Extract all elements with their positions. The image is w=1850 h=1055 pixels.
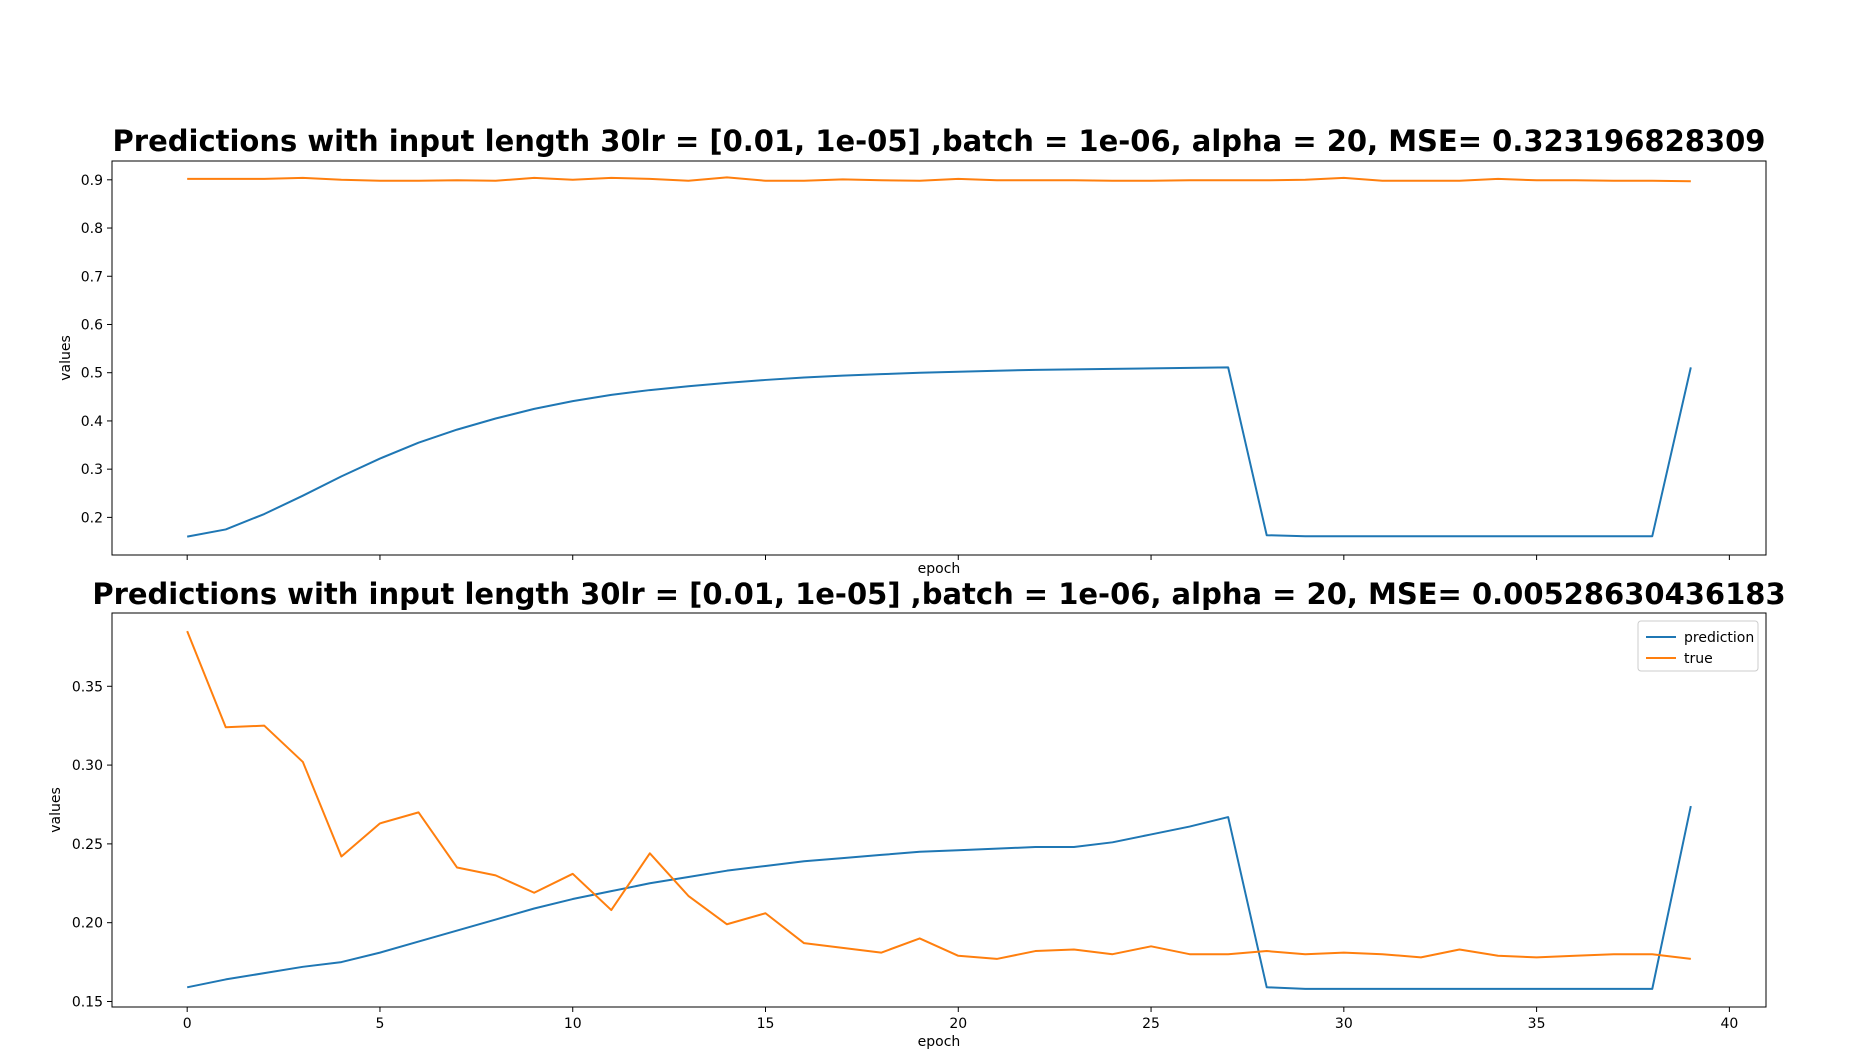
legend-entry: prediction: [1684, 630, 1754, 646]
x-tick-label: 0: [183, 1016, 192, 1032]
x-tick-label: 35: [1528, 1016, 1546, 1032]
x-tick-label: 10: [564, 1016, 582, 1032]
y-axis-label: values: [48, 787, 64, 833]
y-axis-label: values: [58, 335, 74, 381]
y-tick-label: 0.9: [81, 173, 103, 189]
x-tick-label: 40: [1720, 1016, 1738, 1032]
series-line-prediction: [186, 805, 1692, 990]
x-axis-label: epoch: [918, 561, 961, 577]
axes-frame: [111, 612, 1767, 1008]
y-tick-label: 0.3: [81, 462, 103, 478]
legend: prediction true: [1637, 620, 1759, 672]
y-tick-label: 0.6: [81, 317, 103, 333]
x-tick-label: 20: [949, 1016, 967, 1032]
series-line-series-1: [186, 366, 1692, 538]
series-line-true: [186, 630, 1691, 960]
chart-title: Predictions with input length 30lr = [0.…: [113, 124, 1766, 158]
x-tick-label: 25: [1142, 1016, 1160, 1032]
y-tick-label: 0.4: [81, 414, 103, 430]
y-tick-label: 0.15: [72, 994, 103, 1010]
y-tick-label: 0.8: [81, 221, 103, 237]
legend-entry: true: [1684, 651, 1713, 667]
x-tick-label: 5: [375, 1016, 384, 1032]
x-tick-label: 15: [757, 1016, 775, 1032]
y-tick-label: 0.35: [72, 679, 103, 695]
x-tick-label: 30: [1335, 1016, 1353, 1032]
chart-2: Predictions with input length 30lr = [0.…: [48, 577, 1786, 1050]
y-tick-label: 0.5: [81, 366, 103, 382]
x-axis-label: epoch: [918, 1034, 961, 1050]
y-tick-label: 0.2: [81, 510, 103, 526]
chart-1: Predictions with input length 30lr = [0.…: [58, 124, 1767, 577]
series-line-series-2: [187, 176, 1691, 183]
y-tick-label: 0.30: [72, 758, 103, 774]
y-tick-label: 0.7: [81, 269, 103, 285]
y-tick-label: 0.20: [72, 916, 103, 932]
axes-frame: [111, 160, 1767, 556]
y-tick-label: 0.25: [72, 837, 103, 853]
chart-title: Predictions with input length 30lr = [0.…: [92, 577, 1785, 611]
